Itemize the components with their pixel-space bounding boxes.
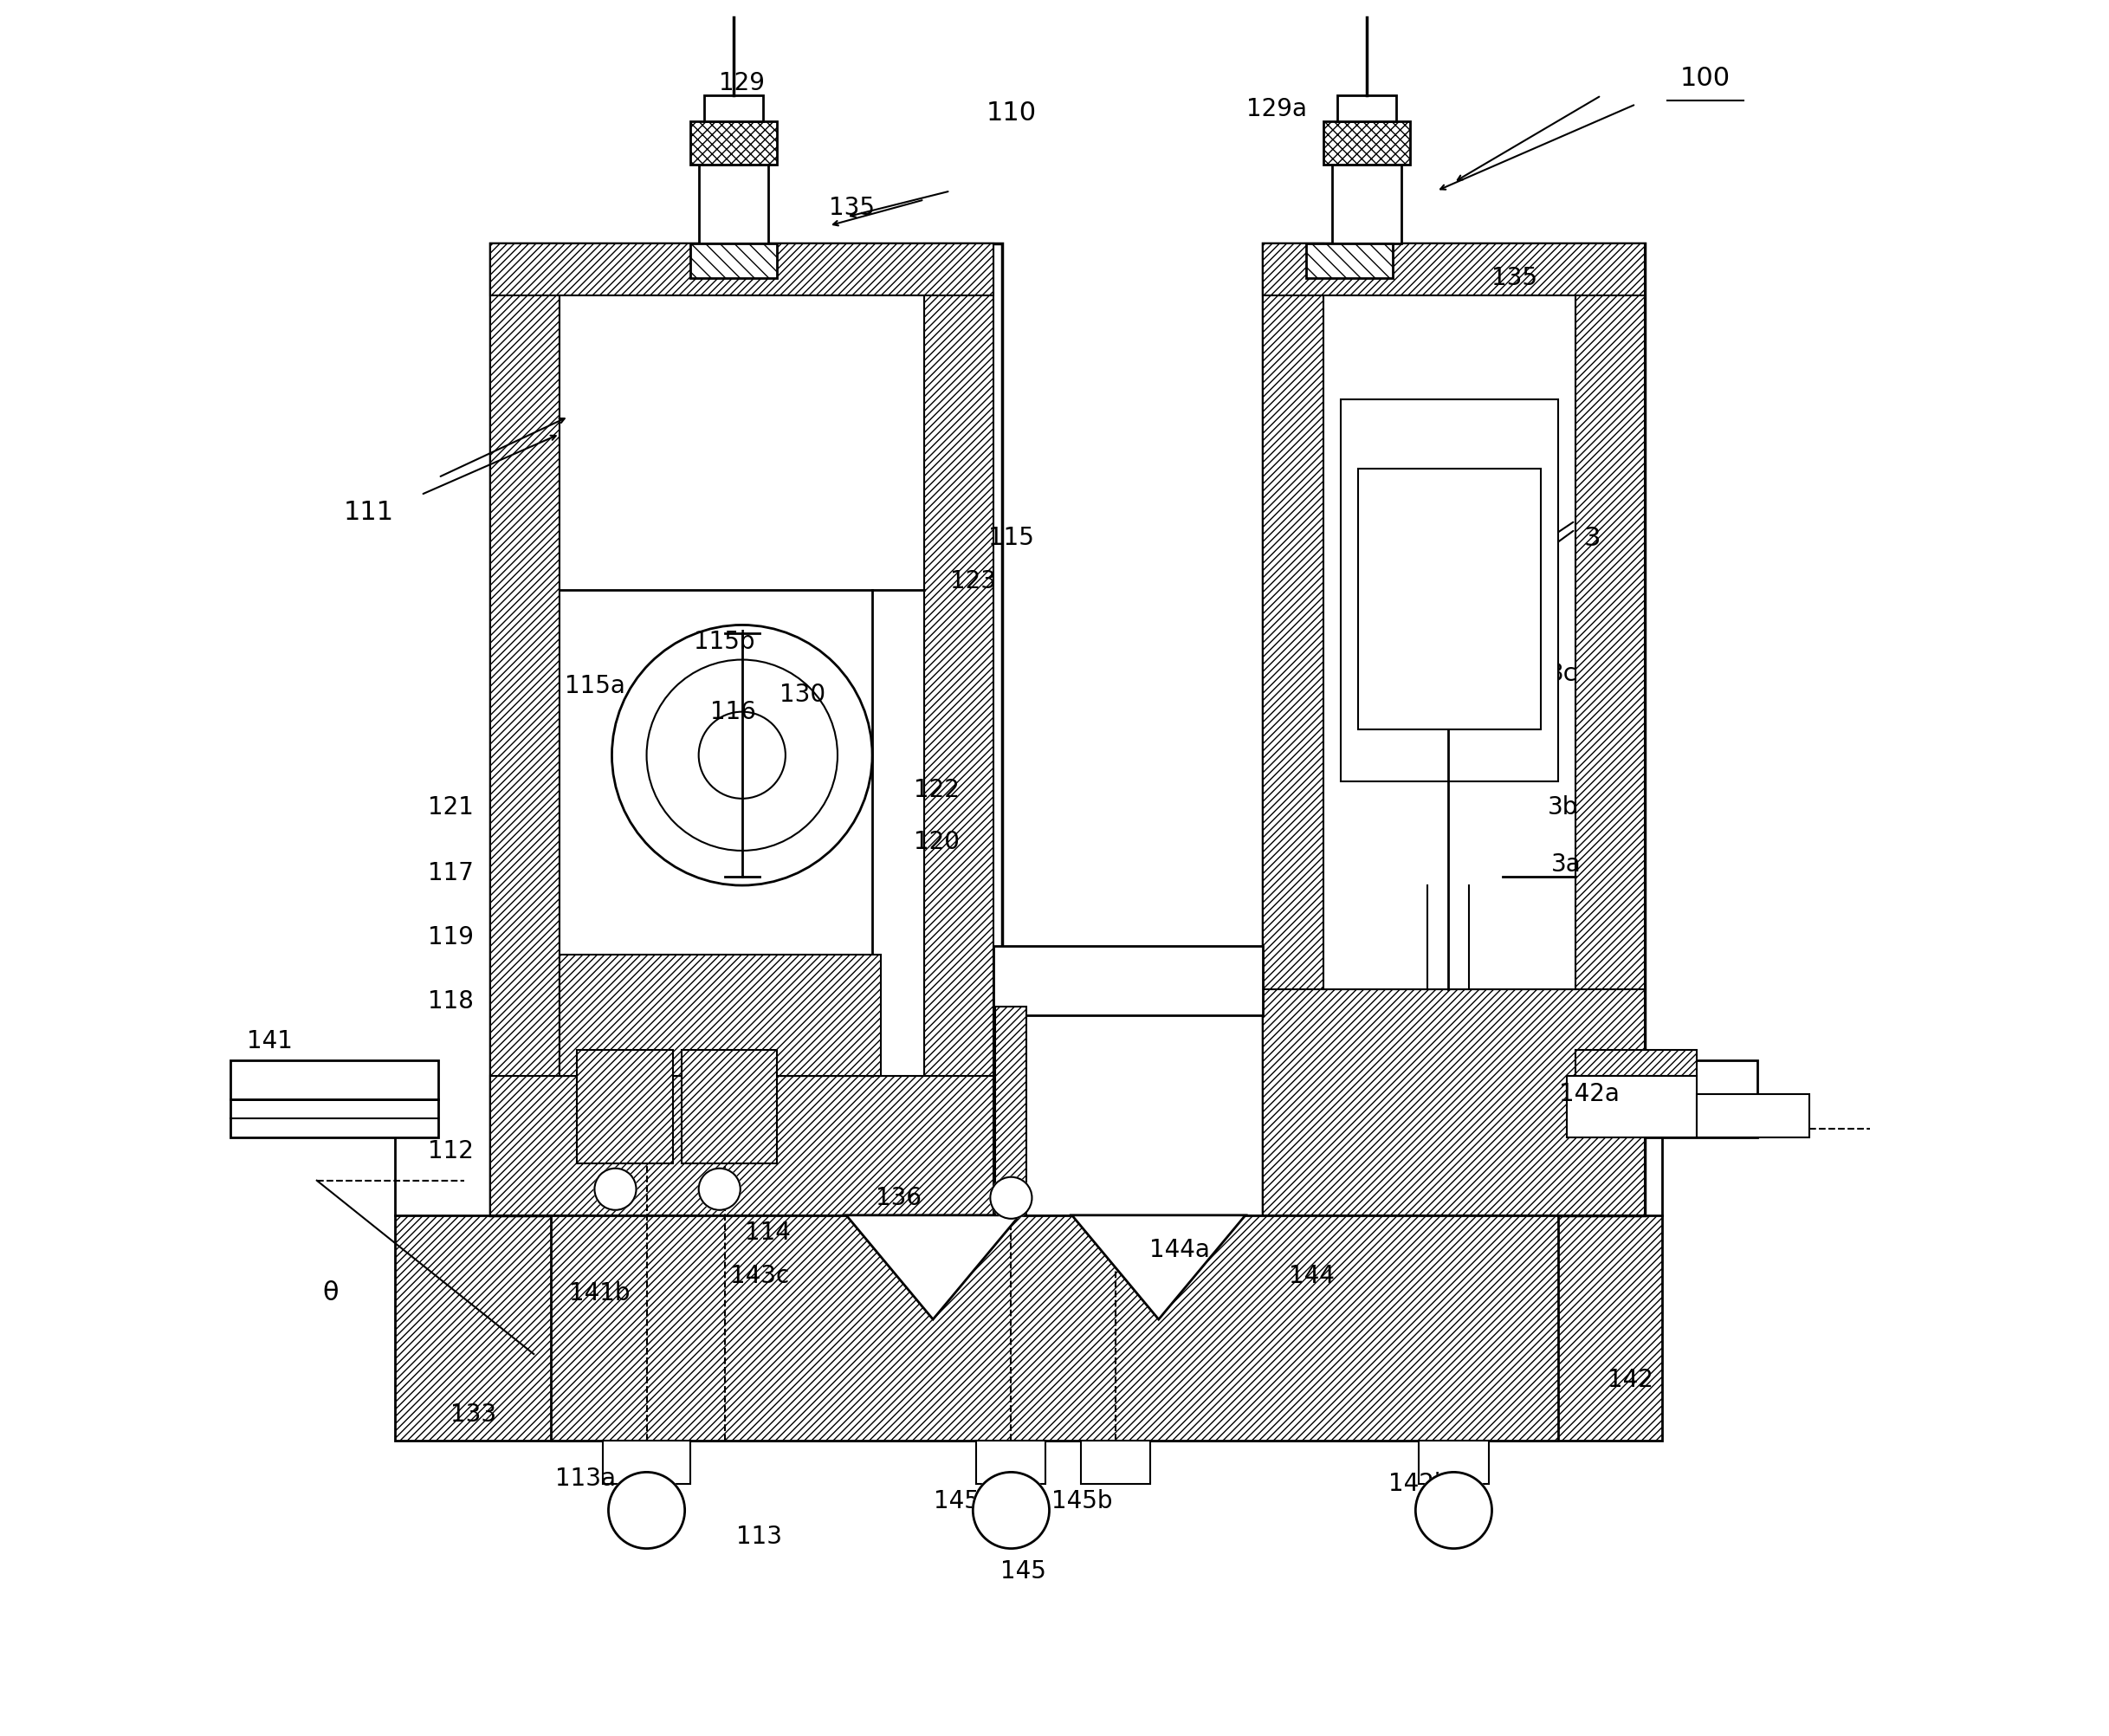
Text: 111: 111: [344, 500, 394, 524]
Polygon shape: [1263, 243, 1645, 295]
Text: θ: θ: [323, 1281, 340, 1305]
Text: 121: 121: [428, 795, 472, 819]
Circle shape: [595, 1168, 637, 1210]
Bar: [559, 295, 924, 1076]
Text: 135: 135: [1491, 266, 1537, 290]
Polygon shape: [559, 955, 882, 1076]
Bar: [993, 946, 1263, 1016]
Polygon shape: [1575, 243, 1645, 1215]
Polygon shape: [491, 243, 993, 295]
Text: 3: 3: [1584, 526, 1601, 550]
Text: 115: 115: [989, 526, 1033, 550]
Text: 113: 113: [736, 1524, 782, 1549]
Text: 144a: 144a: [1149, 1238, 1211, 1262]
Circle shape: [991, 1177, 1031, 1219]
Polygon shape: [924, 243, 993, 1215]
Text: 145a: 145a: [934, 1489, 995, 1514]
Text: 142a: 142a: [1559, 1082, 1620, 1106]
Text: 119: 119: [428, 925, 472, 950]
Text: 3a: 3a: [1552, 852, 1582, 877]
Bar: [1263, 243, 1645, 1215]
Bar: [704, 95, 763, 122]
Text: 113a: 113a: [555, 1467, 616, 1491]
Circle shape: [607, 1472, 685, 1549]
Text: 129a: 129a: [1246, 97, 1308, 122]
Text: 130: 130: [780, 682, 827, 707]
Circle shape: [698, 1168, 740, 1210]
Text: 136: 136: [875, 1186, 922, 1210]
Text: 115b: 115b: [694, 630, 755, 654]
Polygon shape: [603, 1441, 690, 1484]
Bar: [1333, 165, 1402, 243]
Polygon shape: [690, 243, 776, 278]
Text: 141b: 141b: [569, 1281, 631, 1305]
Text: 3b: 3b: [1548, 795, 1578, 819]
Text: 145b: 145b: [1052, 1489, 1114, 1514]
Bar: [1575, 1050, 1698, 1076]
Bar: [491, 243, 1002, 1215]
Text: 145: 145: [1000, 1559, 1046, 1583]
Text: 133: 133: [449, 1403, 496, 1427]
Text: 114: 114: [744, 1220, 791, 1245]
Text: 117: 117: [428, 861, 472, 885]
Circle shape: [972, 1472, 1050, 1549]
Polygon shape: [550, 1215, 1559, 1441]
Text: 118: 118: [428, 990, 472, 1014]
Text: 141: 141: [247, 1029, 293, 1054]
Polygon shape: [846, 1215, 1021, 1319]
Polygon shape: [1071, 1215, 1246, 1319]
Bar: [230, 1099, 439, 1137]
Text: 112: 112: [428, 1139, 472, 1163]
Text: 142b: 142b: [1388, 1472, 1449, 1496]
Polygon shape: [491, 1076, 993, 1215]
Bar: [1698, 1094, 1810, 1137]
Text: 115a: 115a: [565, 674, 624, 698]
Polygon shape: [1263, 990, 1645, 1215]
Polygon shape: [976, 1441, 1046, 1484]
Text: 143c: 143c: [730, 1264, 789, 1288]
Text: 120: 120: [913, 830, 960, 854]
Text: 3c: 3c: [1548, 661, 1578, 686]
Text: 144: 144: [1289, 1264, 1335, 1288]
Polygon shape: [1080, 1441, 1149, 1484]
Text: 100: 100: [1681, 66, 1731, 90]
Bar: [1575, 1099, 1757, 1137]
Bar: [698, 165, 768, 243]
Polygon shape: [491, 243, 559, 1215]
Polygon shape: [1263, 243, 1324, 1215]
Bar: [230, 1061, 439, 1099]
Text: 116: 116: [711, 700, 757, 724]
Bar: [1575, 1061, 1757, 1099]
Bar: [578, 1050, 673, 1163]
Text: 110: 110: [985, 101, 1036, 125]
Bar: [681, 1050, 776, 1163]
Bar: [1337, 95, 1396, 122]
Text: 142: 142: [1607, 1368, 1653, 1392]
Polygon shape: [1419, 1441, 1489, 1484]
Bar: [1358, 469, 1540, 729]
Text: 129: 129: [719, 71, 766, 95]
Bar: [1324, 295, 1575, 990]
Bar: [1324, 122, 1411, 165]
Bar: [690, 122, 776, 165]
Text: 123: 123: [949, 569, 995, 594]
Bar: [1341, 399, 1559, 781]
Polygon shape: [394, 1215, 1662, 1441]
Bar: [995, 1007, 1027, 1215]
Text: 135: 135: [829, 196, 875, 220]
Bar: [1567, 1076, 1698, 1137]
Text: 122: 122: [913, 778, 960, 802]
Polygon shape: [1305, 243, 1392, 278]
Circle shape: [1415, 1472, 1491, 1549]
